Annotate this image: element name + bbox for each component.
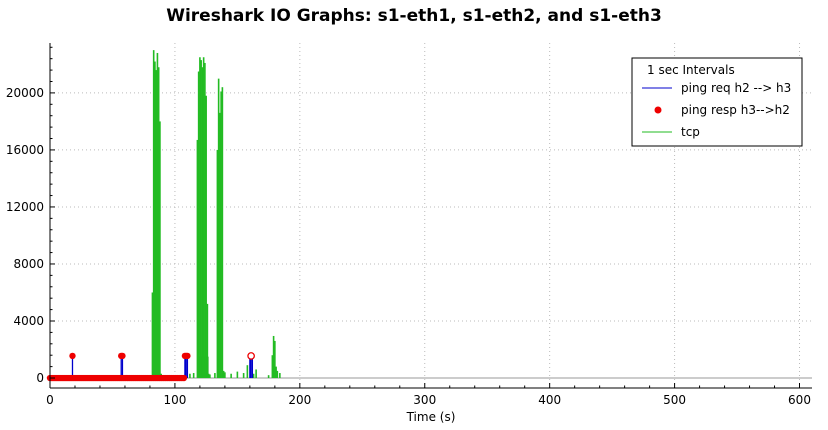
tcp-spike bbox=[217, 78, 220, 379]
y-tick-label: 4000 bbox=[13, 314, 44, 328]
legend-title: 1 sec Intervals bbox=[647, 63, 735, 77]
ping-resp-marker bbox=[180, 374, 188, 382]
tcp-spike bbox=[209, 374, 211, 379]
x-tick-label: 0 bbox=[46, 393, 54, 407]
tcp-spike bbox=[224, 372, 226, 379]
tcp-spike bbox=[216, 149, 219, 379]
x-axis-label: Time (s) bbox=[406, 410, 456, 424]
tcp-spike bbox=[267, 375, 270, 379]
tcp-spike bbox=[159, 121, 161, 379]
x-tick-label: 100 bbox=[163, 393, 186, 407]
tcp-spike bbox=[214, 373, 216, 379]
x-tick-label: 500 bbox=[663, 393, 686, 407]
ping-resp-marker bbox=[184, 352, 191, 360]
x-tick-label: 400 bbox=[538, 393, 561, 407]
tcp-spike bbox=[156, 52, 159, 379]
x-tick-label: 200 bbox=[288, 393, 311, 407]
tcp-spike bbox=[220, 91, 222, 379]
legend-swatch-ping-resp bbox=[654, 106, 662, 114]
tcp-spike bbox=[197, 71, 200, 379]
tcp-spike bbox=[252, 373, 255, 379]
y-tick-label: 12000 bbox=[6, 200, 44, 214]
tcp-spike bbox=[271, 355, 274, 379]
ping-resp-marker bbox=[119, 352, 126, 360]
tcp-spike bbox=[200, 60, 202, 379]
tcp-spike bbox=[246, 365, 249, 379]
chart-title: Wireshark IO Graphs: s1-eth1, s1-eth2, a… bbox=[166, 6, 662, 26]
tcp-spike bbox=[279, 373, 281, 379]
axes: 0 4000 8000 12000 16000 20000 0 100 200 300 400 500… bbox=[6, 43, 812, 407]
tcp-spike bbox=[157, 67, 160, 379]
tcp-spike bbox=[206, 303, 209, 379]
tcp-spike bbox=[255, 369, 257, 379]
legend-entry-ping-resp: ping resp h3-->h2 bbox=[681, 103, 790, 117]
plot-area bbox=[46, 50, 812, 382]
tcp-spike bbox=[154, 61, 156, 379]
tcp-spike bbox=[242, 373, 245, 379]
tcp-spike bbox=[272, 335, 275, 379]
legend-entry-tcp: tcp bbox=[681, 125, 700, 139]
x-tick-label: 300 bbox=[413, 393, 436, 407]
tcp-spike bbox=[196, 139, 199, 379]
tcp-spike bbox=[189, 373, 191, 379]
tcp-spike bbox=[221, 87, 224, 379]
y-tick-label: 0 bbox=[36, 371, 44, 385]
tcp-spike bbox=[192, 373, 195, 379]
ping-resp-marker bbox=[69, 352, 76, 360]
tcp-spike bbox=[222, 370, 225, 379]
tcp-spike bbox=[201, 67, 204, 379]
tcp-spike bbox=[274, 340, 276, 379]
tcp-spike bbox=[236, 371, 239, 379]
tcp-spike bbox=[276, 370, 279, 379]
ping-resp-marker bbox=[247, 352, 255, 360]
tcp-spike bbox=[205, 95, 207, 379]
x-tick-label: 600 bbox=[788, 393, 811, 407]
tcp-spike bbox=[275, 366, 277, 379]
y-tick-label: 20000 bbox=[6, 86, 44, 100]
tcp-spike bbox=[151, 292, 154, 379]
tcp-spike bbox=[207, 373, 210, 379]
tcp-spike bbox=[202, 57, 205, 379]
legend-entry-ping-req: ping req h2 --> h3 bbox=[681, 81, 791, 95]
tcp-spike bbox=[204, 62, 206, 379]
legend-box bbox=[631, 57, 803, 147]
y-tick-label: 16000 bbox=[6, 143, 44, 157]
tcp-spike bbox=[199, 57, 201, 379]
tcp-spike bbox=[155, 70, 157, 379]
y-tick-label: 8000 bbox=[13, 257, 44, 271]
legend: 1 sec Intervals ping req h2 --> h3 ping … bbox=[631, 57, 803, 147]
tcp-spike bbox=[219, 112, 221, 379]
tcp-spike bbox=[152, 50, 155, 379]
tcp-spike bbox=[230, 373, 232, 379]
